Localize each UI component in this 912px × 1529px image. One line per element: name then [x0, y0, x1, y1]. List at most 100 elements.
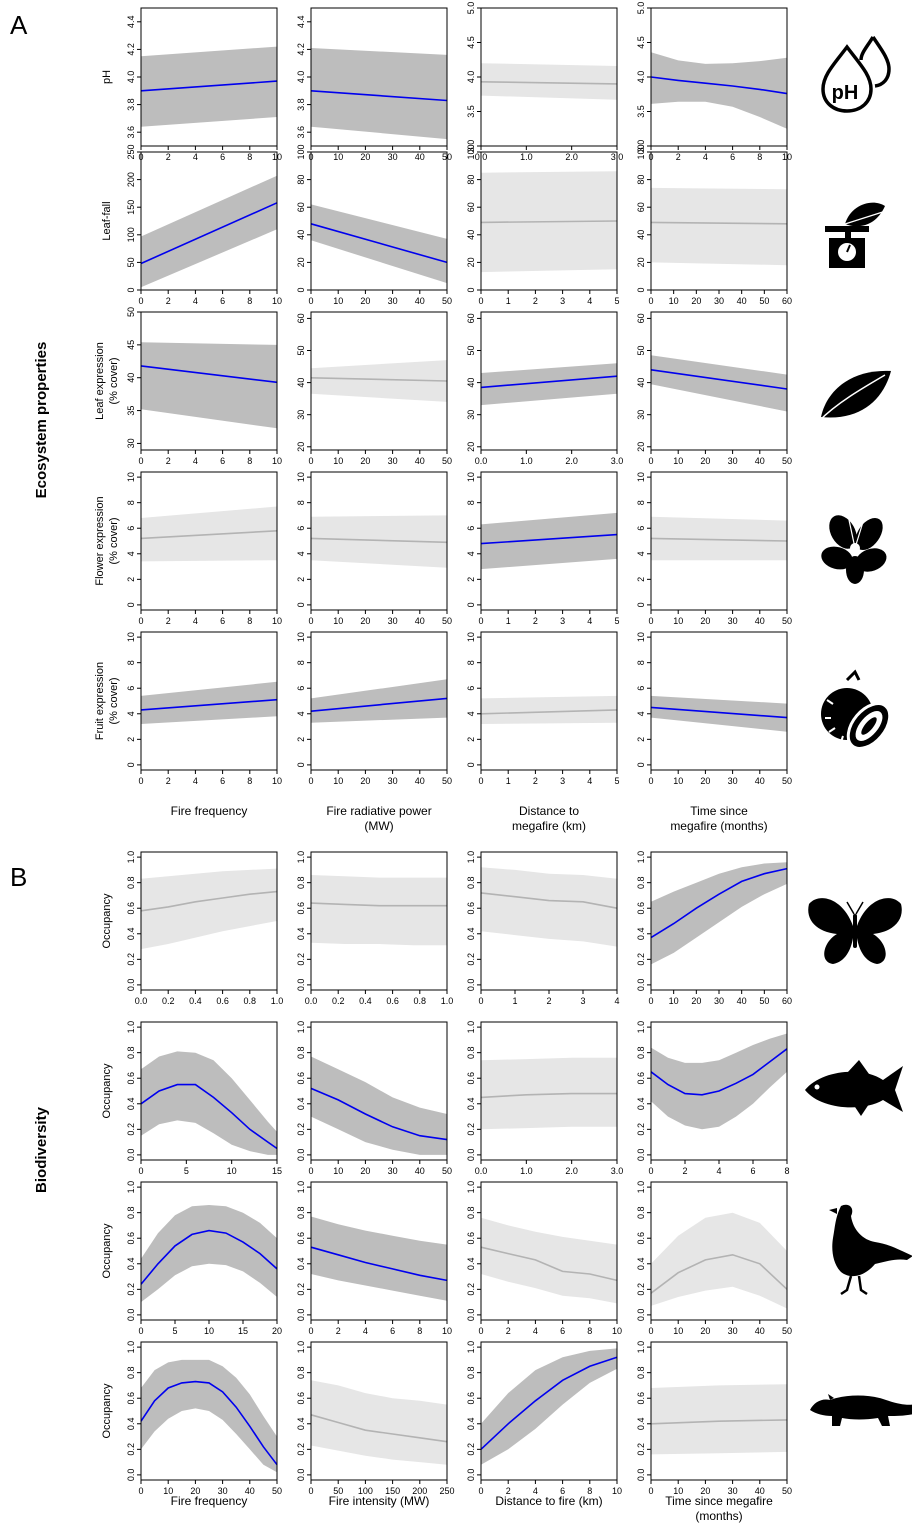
x-tick-label: 30 [388, 616, 398, 626]
series-line [480, 375, 618, 389]
x-tick-label: 10 [333, 296, 343, 306]
y-tick-label: 4 [466, 551, 476, 556]
y-tick-label: 6 [126, 526, 136, 531]
confidence-band [651, 1033, 787, 1130]
x-tick-label: 50 [272, 1486, 282, 1496]
x-tick-label: 200 [412, 1486, 427, 1496]
y-tick-label: 1.0 [636, 1341, 646, 1354]
x-tick-label: 2.0 [565, 152, 578, 162]
x-tick-label: 10 [612, 1326, 622, 1336]
y-tick-label: 0.6 [466, 902, 476, 915]
x-tick-label: 30 [728, 1486, 738, 1496]
y-tick-label: 5.0 [636, 2, 646, 15]
y-tick-label: 0.4 [296, 1098, 306, 1111]
panel-a-3-4: 0 10 20 30 40 50 20 30 40 50 60 [636, 311, 792, 466]
y-axis-label: (% cover) [108, 517, 120, 564]
x-tick-label: 4 [193, 456, 198, 466]
x-tick-label: 40 [415, 296, 425, 306]
panel-b-2-1: 0 5 10 15 0.0 0.2 0.4 0.6 0.8 1.0 [126, 1021, 282, 1176]
x-tick-label: 0 [478, 1486, 483, 1496]
x-tick-label: 10 [333, 616, 343, 626]
x-tick-label: 2 [336, 1326, 341, 1336]
y-tick-label: 0.8 [126, 1366, 136, 1379]
svg-text:pH: pH [832, 82, 859, 104]
y-tick-label: 8 [466, 500, 476, 505]
x-tick-label: 20 [691, 996, 701, 1006]
panel-b-4-4: 0 10 20 30 40 50 0.0 0.2 0.4 0.6 0.8 1.0 [636, 1341, 792, 1496]
y-tick-label: 40 [126, 373, 136, 383]
confidence-band [481, 867, 617, 947]
x-tick-label: 2.0 [565, 456, 578, 466]
x-tick-label: 50 [759, 296, 769, 306]
panel-b-3-3: 0 2 4 6 8 10 0.0 0.2 0.4 0.6 0.8 1.0 [466, 1181, 622, 1336]
panel-a-2-2: 0 10 20 30 40 50 0 20 40 60 80 100 [296, 144, 452, 306]
y-tick-label: 0.4 [636, 1418, 646, 1431]
x-tick-label: 2 [166, 456, 171, 466]
x-axis-title: Time since megafire [665, 1494, 773, 1508]
x-axis-title: Fire frequency [171, 804, 248, 818]
y-tick-label: 0.2 [296, 953, 306, 966]
series-line [480, 892, 618, 909]
y-tick-label: 50 [126, 257, 136, 267]
x-tick-label: 20 [691, 296, 701, 306]
x-tick-label: 0.6 [216, 996, 229, 1006]
x-tick-label: 40 [737, 996, 747, 1006]
series-line [140, 1083, 278, 1150]
y-tick-label: 1.0 [126, 851, 136, 864]
series-line [140, 202, 278, 265]
y-tick-label: 0.8 [296, 1046, 306, 1059]
plot-frame [140, 851, 278, 991]
panel-a-5-4: 0 10 20 30 40 50 0 2 4 6 8 10 [636, 631, 792, 786]
x-tick-label: 1 [506, 616, 511, 626]
y-tick-label: 4.0 [466, 71, 476, 84]
panel-b-4-1: 0 10 20 30 40 50 0.0 0.2 0.4 0.6 0.8 1.0 [126, 1341, 282, 1496]
plot-frame [140, 151, 278, 291]
series-line [140, 80, 278, 92]
x-axis-title: Fire radiative power [326, 804, 431, 818]
plot-frame [140, 1021, 278, 1161]
y-tick-label: 3.0 [466, 140, 476, 153]
confidence-band [141, 868, 277, 950]
y-tick-label: 0.6 [636, 1392, 646, 1405]
y-tick-label: 0.6 [126, 1232, 136, 1245]
y-tick-label: 3.5 [466, 105, 476, 118]
y-axis-label: Flower expression [94, 496, 106, 585]
plot-frame [480, 1181, 618, 1321]
x-tick-label: 30 [218, 1486, 228, 1496]
y-tick-label: 60 [466, 313, 476, 323]
y-tick-label: 0.4 [636, 1258, 646, 1271]
plot-frame [310, 1021, 448, 1161]
y-tick-label: 30 [126, 438, 136, 448]
y-tick-label: 40 [466, 378, 476, 388]
x-tick-label: 40 [415, 456, 425, 466]
y-tick-label: 60 [296, 202, 306, 212]
x-tick-label: 4 [193, 296, 198, 306]
x-tick-label: 0 [138, 1486, 143, 1496]
y-tick-label: 0.2 [466, 1443, 476, 1456]
x-tick-label: 1.0 [441, 996, 454, 1006]
x-tick-label: 40 [755, 776, 765, 786]
x-tick-label: 0 [308, 456, 313, 466]
x-tick-label: 0 [478, 1326, 483, 1336]
y-tick-label: 0.4 [466, 928, 476, 941]
y-tick-label: 0.6 [466, 1392, 476, 1405]
section-a-title: Ecosystem properties [33, 342, 50, 499]
x-tick-label: 10 [227, 1166, 237, 1176]
x-tick-label: 10 [673, 1486, 683, 1496]
series-line [140, 1229, 278, 1285]
confidence-band [481, 695, 617, 724]
y-tick-label: 0.4 [296, 1258, 306, 1271]
x-tick-label: 6 [220, 296, 225, 306]
x-tick-label: 10 [673, 1326, 683, 1336]
panel-a-2-4: 0 10 20 30 40 50 60 0 20 40 60 80 100 [636, 144, 792, 306]
x-tick-label: 10 [673, 456, 683, 466]
confidence-band [651, 862, 787, 965]
x-tick-label: 30 [728, 616, 738, 626]
panel-b-label: B [10, 862, 27, 892]
panel-b-1-1: 0.0 0.2 0.4 0.6 0.8 1.0 0.0 0.2 0.4 0.6 0.8 1.0 [126, 851, 283, 1006]
leaf-icon [818, 370, 891, 422]
y-tick-label: 0.0 [126, 979, 136, 992]
y-tick-label: 150 [126, 200, 136, 215]
x-tick-label: 20 [360, 456, 370, 466]
y-tick-label: 50 [636, 345, 646, 355]
